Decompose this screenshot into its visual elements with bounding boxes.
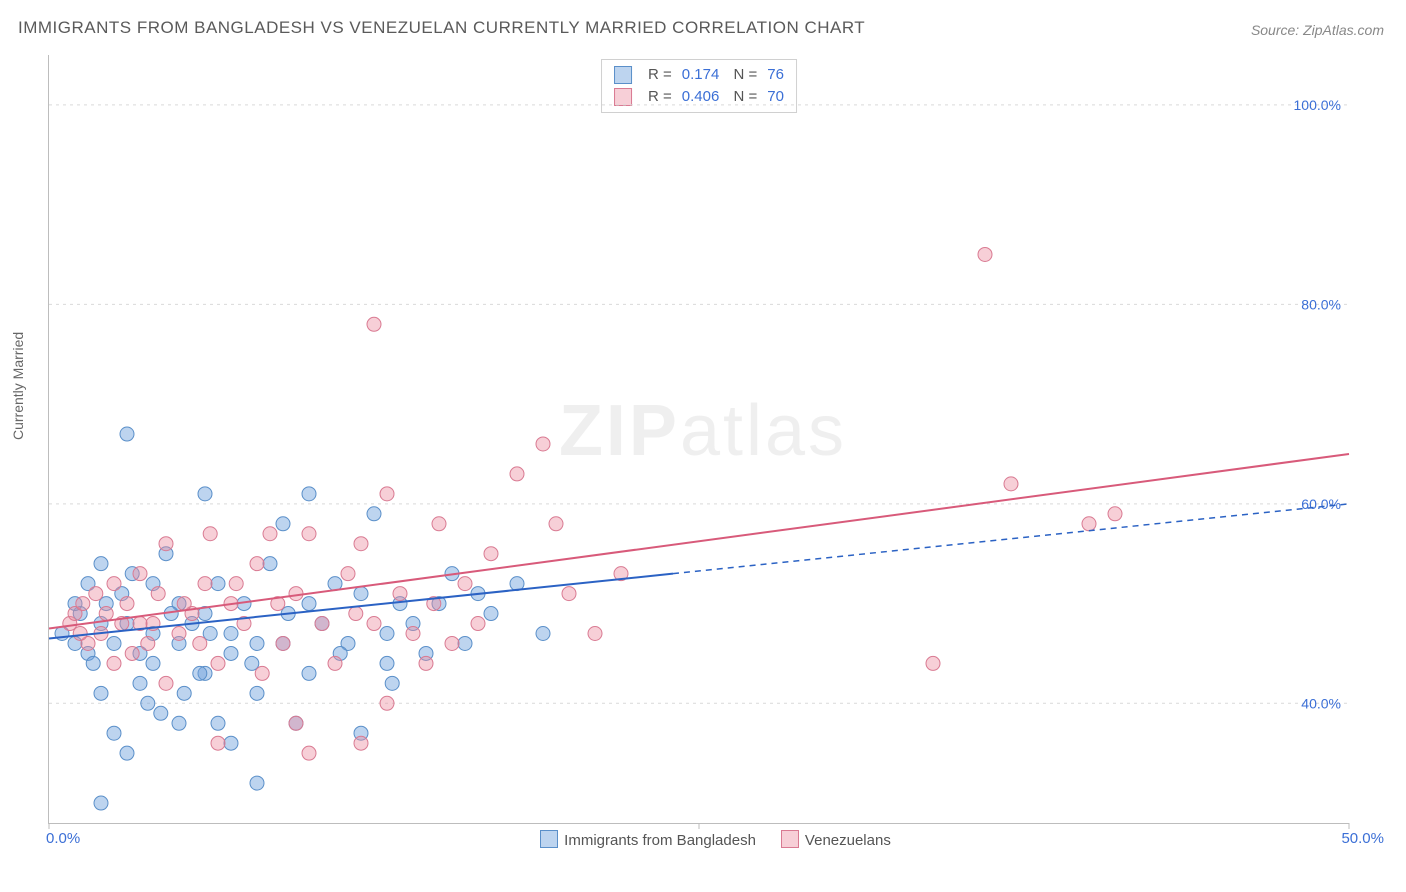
swatch-bangladesh: [540, 830, 558, 848]
y-axis-label: Currently Married: [10, 332, 26, 440]
series-legend: Immigrants from Bangladesh Venezuelans: [0, 830, 1406, 849]
svg-text:100.0%: 100.0%: [1294, 97, 1341, 113]
svg-text:40.0%: 40.0%: [1301, 695, 1341, 711]
source-attribution: Source: ZipAtlas.com: [1251, 22, 1384, 38]
svg-text:60.0%: 60.0%: [1301, 496, 1341, 512]
swatch-venezuelans: [781, 830, 799, 848]
chart-title: IMMIGRANTS FROM BANGLADESH VS VENEZUELAN…: [18, 18, 865, 38]
legend-label-venezuelans: Venezuelans: [805, 832, 891, 849]
svg-text:80.0%: 80.0%: [1301, 296, 1341, 312]
legend-label-bangladesh: Immigrants from Bangladesh: [564, 832, 756, 849]
scatter-plot-area: R = 0.174 N = 76 R = 0.406 N = 70 40.0%6…: [48, 55, 1349, 824]
chart-svg: 40.0% 60.0% 80.0% 100.0%: [49, 55, 1349, 823]
